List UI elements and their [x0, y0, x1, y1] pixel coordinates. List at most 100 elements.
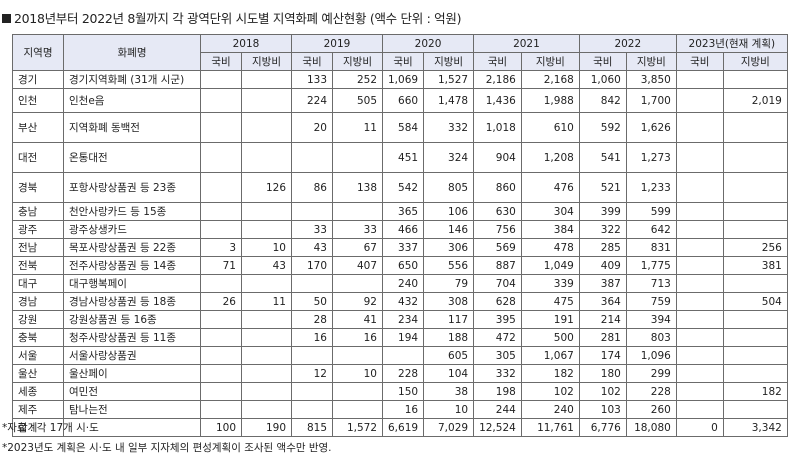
- cell-amount: 365: [381, 202, 425, 221]
- cell-region: 경기: [12, 70, 64, 89]
- cell-amount: 756: [473, 220, 522, 239]
- cell-amount: [291, 274, 333, 293]
- cell-amount: 18,080: [625, 418, 677, 437]
- cell-region: 광주: [12, 220, 64, 239]
- cell-amount: [200, 88, 242, 113]
- cell-amount: 194: [381, 328, 425, 347]
- cell-amount: 605: [423, 346, 475, 365]
- cell-amount: 592: [578, 112, 627, 143]
- cell-amount: [241, 328, 292, 347]
- cell-amount: 252: [332, 70, 383, 89]
- cell-amount: 3,342: [722, 418, 788, 437]
- cell-amount: 432: [381, 292, 425, 311]
- cell-amount: 1,208: [520, 142, 580, 173]
- cell-amount: 86: [291, 172, 333, 203]
- cell-amount: [332, 202, 383, 221]
- cell-amount: 228: [625, 382, 677, 401]
- cell-amount: 2,186: [473, 70, 522, 89]
- cell-amount: 198: [473, 382, 522, 401]
- cell-amount: 16: [332, 328, 383, 347]
- cell-amount: 11,761: [520, 418, 580, 437]
- cell-amount: [200, 382, 242, 401]
- square-bullet-icon: [2, 14, 11, 23]
- cell-amount: 466: [381, 220, 425, 239]
- cell-amount: 472: [473, 328, 522, 347]
- cell-amount: 304: [520, 202, 580, 221]
- table-row: 광주 광주상생카드 33 33 466 146 756 384 322 642: [12, 220, 788, 239]
- budget-table: 지역명 화폐명 2018 2019 2020 2021 2022 2023년(현…: [12, 34, 788, 437]
- header-local: 지방비: [241, 52, 292, 71]
- cell-amount: 364: [578, 292, 627, 311]
- cell-amount: 887: [473, 256, 522, 275]
- cell-amount: 1,233: [625, 172, 677, 203]
- cell-amount: [722, 70, 788, 89]
- cell-amount: [675, 382, 724, 401]
- total-row: 합계 100 190 815 1,572 6,619 7,029 12,524 11,761 6,…: [12, 418, 788, 437]
- cell-amount: [722, 142, 788, 173]
- cell-amount: 10: [241, 238, 292, 257]
- table-row: 울산 울산페이 12 10 228 104 332 182 180 299: [12, 364, 788, 383]
- cell-currency: 서울사랑상품권: [63, 346, 201, 365]
- cell-region: 합계: [12, 418, 64, 437]
- header-local: 지방비: [423, 52, 475, 71]
- cell-currency: 여민전: [63, 382, 201, 401]
- cell-amount: [722, 328, 788, 347]
- cell-amount: 521: [578, 172, 627, 203]
- cell-amount: [675, 256, 724, 275]
- table-row: 서울 서울사랑상품권 605 305 1,067 174 1,096: [12, 346, 788, 365]
- cell-amount: 569: [473, 238, 522, 257]
- cell-amount: 1,988: [520, 88, 580, 113]
- cell-amount: 299: [625, 364, 677, 383]
- cell-amount: [241, 70, 292, 89]
- cell-amount: [675, 172, 724, 203]
- header-national: 국비: [473, 52, 522, 71]
- cell-amount: 505: [332, 88, 383, 113]
- cell-amount: [722, 274, 788, 293]
- table-row: 부산 지역화폐 동백전 20 11 584 332 1,018 610 592 1,626: [12, 112, 788, 143]
- header-national: 국비: [291, 52, 333, 71]
- cell-region: 경북: [12, 172, 64, 203]
- cell-amount: 228: [381, 364, 425, 383]
- cell-amount: 332: [473, 364, 522, 383]
- cell-amount: [722, 346, 788, 365]
- cell-amount: 409: [578, 256, 627, 275]
- cell-amount: 10: [332, 364, 383, 383]
- header-local: 지방비: [520, 52, 580, 71]
- cell-region: 강원: [12, 310, 64, 329]
- cell-amount: 1,096: [625, 346, 677, 365]
- cell-amount: 1,060: [578, 70, 627, 89]
- cell-amount: [241, 400, 292, 419]
- cell-amount: 1,436: [473, 88, 522, 113]
- header-local: 지방비: [722, 52, 788, 71]
- cell-region: 부산: [12, 112, 64, 143]
- table-row: 경북 포항사랑상품권 등 23종 126 86 138 542 805 860 476 521 1,…: [12, 172, 788, 203]
- cell-currency: 광주상생카드: [63, 220, 201, 239]
- cell-amount: 41: [332, 310, 383, 329]
- cell-amount: [722, 220, 788, 239]
- cell-region: 전북: [12, 256, 64, 275]
- header-local: 지방비: [625, 52, 677, 71]
- cell-amount: [241, 88, 292, 113]
- table-row: 충북 청주사랑상품권 등 11종 16 16 194 188 472 500 281 803: [12, 328, 788, 347]
- table-row: 대전 온통대전 451 324 904 1,208 541 1,273: [12, 142, 788, 173]
- cell-amount: 11: [241, 292, 292, 311]
- cell-amount: 1,527: [423, 70, 475, 89]
- cell-amount: 860: [473, 172, 522, 203]
- cell-currency: 인천e음: [63, 88, 201, 113]
- cell-amount: 16: [381, 400, 425, 419]
- cell-amount: [241, 142, 292, 173]
- cell-amount: [291, 382, 333, 401]
- table-row: 경남 경남사랑상품권 등 18종 26 11 50 92 432 308 628 475 364 75…: [12, 292, 788, 311]
- cell-amount: 234: [381, 310, 425, 329]
- cell-amount: 381: [722, 256, 788, 275]
- cell-amount: 1,049: [520, 256, 580, 275]
- cell-amount: 67: [332, 238, 383, 257]
- cell-currency: 청주사랑상품권 등 11종: [63, 328, 201, 347]
- cell-amount: 126: [241, 172, 292, 203]
- cell-amount: [675, 274, 724, 293]
- cell-amount: 1,572: [332, 418, 383, 437]
- cell-amount: 384: [520, 220, 580, 239]
- cell-amount: 713: [625, 274, 677, 293]
- cell-amount: 92: [332, 292, 383, 311]
- cell-amount: [200, 364, 242, 383]
